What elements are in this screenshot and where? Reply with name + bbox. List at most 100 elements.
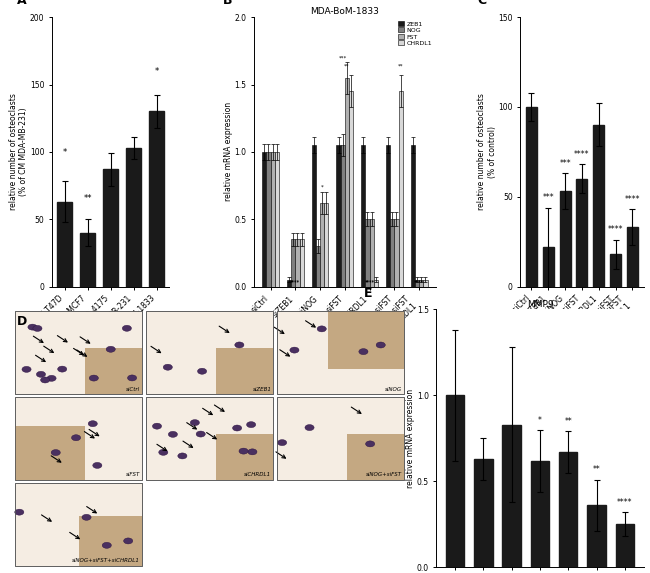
Bar (361, 145, 365, 286)
Circle shape (376, 342, 385, 348)
Bar (344, 78, 349, 286)
Circle shape (239, 448, 248, 454)
Bar (531, 461, 549, 567)
Bar (543, 247, 554, 286)
Bar (81, 233, 95, 286)
Bar (337, 145, 341, 286)
Circle shape (102, 542, 111, 548)
Text: B: B (223, 0, 233, 7)
Bar (446, 395, 464, 567)
Bar (15, 482, 142, 566)
Bar (610, 254, 621, 286)
Circle shape (233, 425, 242, 431)
Bar (275, 152, 279, 286)
Circle shape (22, 366, 31, 372)
Bar (370, 219, 374, 286)
Bar (103, 170, 118, 286)
Bar (278, 311, 404, 394)
Circle shape (88, 421, 98, 427)
Text: ****: **** (365, 279, 374, 284)
Bar (341, 145, 344, 286)
Text: E: E (364, 286, 372, 300)
Text: siCtrl: siCtrl (126, 387, 140, 391)
Bar (15, 426, 85, 480)
Bar (502, 425, 521, 567)
Legend: ZEB1, NOG, FST, CHRDL1: ZEB1, NOG, FST, CHRDL1 (397, 20, 433, 46)
Bar (374, 280, 378, 286)
Circle shape (124, 538, 133, 544)
Circle shape (196, 431, 205, 437)
Text: *: * (538, 415, 542, 425)
Bar (15, 397, 142, 480)
Circle shape (89, 375, 98, 381)
Text: *: * (62, 148, 67, 157)
Circle shape (33, 325, 42, 331)
Text: A: A (17, 0, 27, 7)
Bar (270, 152, 275, 286)
Bar (278, 397, 404, 480)
Bar (423, 280, 428, 286)
Circle shape (198, 368, 207, 374)
Bar (295, 240, 300, 286)
Bar (627, 227, 638, 286)
Text: ****: **** (574, 150, 590, 159)
Circle shape (58, 366, 67, 372)
Bar (526, 107, 537, 286)
Bar (287, 280, 291, 286)
Circle shape (359, 348, 368, 355)
Text: ****: **** (608, 225, 623, 234)
Text: siZEB1: siZEB1 (252, 387, 271, 391)
Bar (616, 524, 634, 567)
Bar (216, 434, 273, 480)
Bar (262, 152, 266, 286)
Bar (291, 240, 295, 286)
Text: **: ** (398, 64, 404, 68)
Bar (149, 112, 164, 286)
Bar (328, 311, 404, 369)
Text: ***: *** (339, 55, 347, 60)
Circle shape (278, 439, 287, 446)
Circle shape (248, 449, 257, 455)
Bar (398, 91, 403, 286)
Text: *: * (321, 185, 324, 190)
Text: ***: *** (542, 193, 554, 202)
Bar (593, 125, 604, 286)
Text: ****: **** (625, 195, 640, 204)
Bar (320, 203, 324, 286)
Bar (79, 516, 142, 566)
Text: *: * (155, 68, 159, 76)
Bar (57, 202, 72, 286)
Text: ****: **** (291, 279, 300, 284)
Bar (390, 219, 395, 286)
Circle shape (290, 347, 299, 353)
Bar (349, 91, 353, 286)
Bar (216, 348, 273, 394)
Bar (146, 311, 273, 394)
Circle shape (365, 441, 375, 447)
Y-axis label: relative number of osteoclasts
(% of control): relative number of osteoclasts (% of con… (477, 93, 497, 210)
Text: siCHRDL1: siCHRDL1 (244, 473, 271, 477)
Text: siNOG+siFST: siNOG+siFST (367, 473, 402, 477)
Text: **: ** (83, 194, 92, 203)
Bar (411, 145, 415, 286)
Circle shape (40, 377, 49, 383)
Bar (324, 203, 328, 286)
Bar (146, 311, 273, 394)
Bar (559, 452, 577, 567)
Circle shape (47, 375, 56, 381)
Circle shape (178, 453, 187, 459)
Bar (365, 219, 370, 286)
Bar (126, 148, 141, 286)
Text: **: ** (344, 64, 350, 68)
Bar (300, 240, 304, 286)
Bar (316, 246, 320, 286)
Bar (15, 311, 142, 394)
Y-axis label: relative number of osteoclasts
(% of CM MDA-MB-231): relative number of osteoclasts (% of CM … (9, 93, 29, 210)
Text: **: ** (564, 417, 572, 426)
Bar (15, 311, 142, 394)
Bar (386, 145, 390, 286)
Circle shape (82, 515, 91, 520)
Circle shape (190, 419, 200, 426)
Circle shape (163, 364, 172, 370)
Bar (474, 459, 493, 567)
